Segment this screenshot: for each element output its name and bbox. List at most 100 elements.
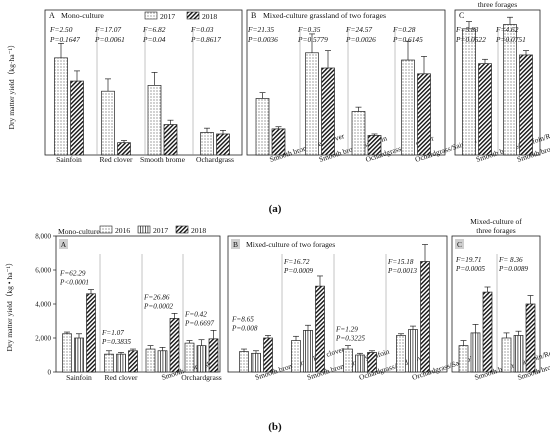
bar	[351, 111, 366, 156]
stat-p: P=0.0061	[94, 35, 125, 44]
stat-f: F=26.86	[143, 293, 170, 301]
subpanel-frame	[454, 9, 541, 156]
bar	[196, 345, 207, 373]
bar	[355, 354, 365, 373]
bar	[163, 124, 178, 156]
stat-f: F=62.29	[59, 270, 86, 278]
y-axis-label: Dry matter yield（kg • ha⁻¹）	[5, 259, 14, 352]
legend-label: 2017	[153, 226, 168, 235]
subpanel-letter: A	[61, 240, 67, 249]
stat-p: P=0.1647	[49, 35, 80, 44]
stat-f: F=16.72	[283, 258, 310, 266]
stat-p: P=0.0005	[455, 265, 485, 273]
subpanel-title-line2: three forages	[478, 0, 517, 9]
subpanel-frame	[451, 235, 541, 373]
subpanel-title: Mixed-culture of two forages	[246, 240, 335, 249]
caption-b: (b)	[268, 421, 282, 433]
stat-f: F= 8.36	[498, 256, 523, 264]
bar	[62, 333, 72, 373]
subpanel-letter-box	[59, 239, 68, 249]
bar	[482, 291, 493, 373]
subpanel-title: Mixed-culture grassland of two forages	[263, 11, 386, 20]
legend-swatch	[99, 225, 113, 234]
stat-f: F=17.07	[94, 25, 121, 34]
y-tick-label: 8,000	[35, 233, 51, 241]
bar	[169, 318, 180, 373]
bar	[408, 329, 418, 373]
stat-p: P=0.0009	[283, 267, 313, 275]
bar	[251, 352, 261, 373]
bar	[54, 57, 68, 156]
stat-p: P=0.0013	[387, 267, 417, 275]
bar	[417, 73, 431, 156]
bar	[145, 348, 156, 373]
bar	[303, 330, 313, 373]
bar	[255, 98, 270, 156]
bar	[478, 63, 492, 156]
bar	[184, 342, 195, 373]
stat-p: P=0.0036	[247, 35, 278, 44]
stat-p: P=0.6145	[392, 35, 423, 44]
bar	[525, 303, 536, 373]
category-label: Ochardgrass	[196, 155, 234, 164]
category-label: Smooth brome	[140, 155, 186, 164]
subpanel-frame	[227, 235, 448, 373]
bar	[128, 350, 138, 373]
subpanel-letter-box	[231, 239, 240, 249]
bar	[458, 345, 469, 373]
subpanel-frame	[246, 9, 446, 156]
category-label: Sainfoin	[56, 155, 82, 164]
bar	[396, 335, 406, 373]
bar	[116, 353, 126, 373]
bar	[401, 59, 415, 156]
bar	[513, 335, 524, 373]
bar	[208, 338, 219, 373]
stat-f: F=0.35	[297, 25, 321, 34]
stat-f: F=6.82	[142, 25, 166, 34]
subpanel-title: Mono-culture	[61, 11, 104, 20]
bar	[420, 261, 430, 373]
bar	[291, 340, 301, 373]
bar	[321, 67, 335, 156]
stat-f: F=8.65	[231, 315, 254, 323]
stat-f: F=21.35	[247, 25, 274, 34]
bar	[101, 90, 115, 156]
bar	[501, 337, 512, 373]
stat-p: P=0.5779	[297, 35, 328, 44]
stat-f: F=5.83	[455, 25, 479, 34]
bar	[315, 285, 325, 373]
stat-f: F=0.03	[190, 25, 214, 34]
stat-p: P=0.3225	[335, 335, 365, 343]
stat-f: F=19.71	[455, 256, 481, 264]
subpanel-letter: C	[459, 11, 464, 20]
bar	[200, 132, 214, 156]
stat-p: P=0.3835	[101, 338, 131, 346]
bar	[305, 52, 319, 156]
stat-p: P=0.0751	[495, 35, 526, 44]
subpanel-frame	[44, 9, 243, 156]
stat-p: P=0.0002	[143, 302, 173, 310]
legend-swatch	[186, 11, 200, 20]
legend-label: 2018	[191, 226, 206, 235]
bar	[74, 337, 84, 373]
legend-label: 2018	[202, 12, 217, 21]
category-label: Orchardgrass	[181, 373, 222, 382]
subpanel-title: Mono-culture	[58, 227, 100, 236]
stat-f: F=1.07	[101, 329, 124, 337]
subpanel-letter: C	[457, 240, 462, 249]
stat-f: F=1.29	[335, 326, 358, 334]
stat-f: F=24.57	[345, 25, 372, 34]
bar	[343, 348, 353, 373]
y-tick-label: 0	[48, 369, 52, 377]
bar	[462, 28, 476, 156]
stat-f: F=4.62	[495, 25, 519, 34]
legend-label: 2017	[160, 12, 175, 21]
legend-swatch	[137, 225, 151, 234]
subpanel-letter-box	[455, 239, 464, 249]
stat-p: P=0.0089	[498, 265, 528, 273]
category-label: Red clover	[99, 155, 133, 164]
legend-label: 2016	[115, 226, 130, 235]
stat-p: P=0.04	[142, 35, 166, 44]
subpanel-letter: B	[233, 240, 238, 249]
